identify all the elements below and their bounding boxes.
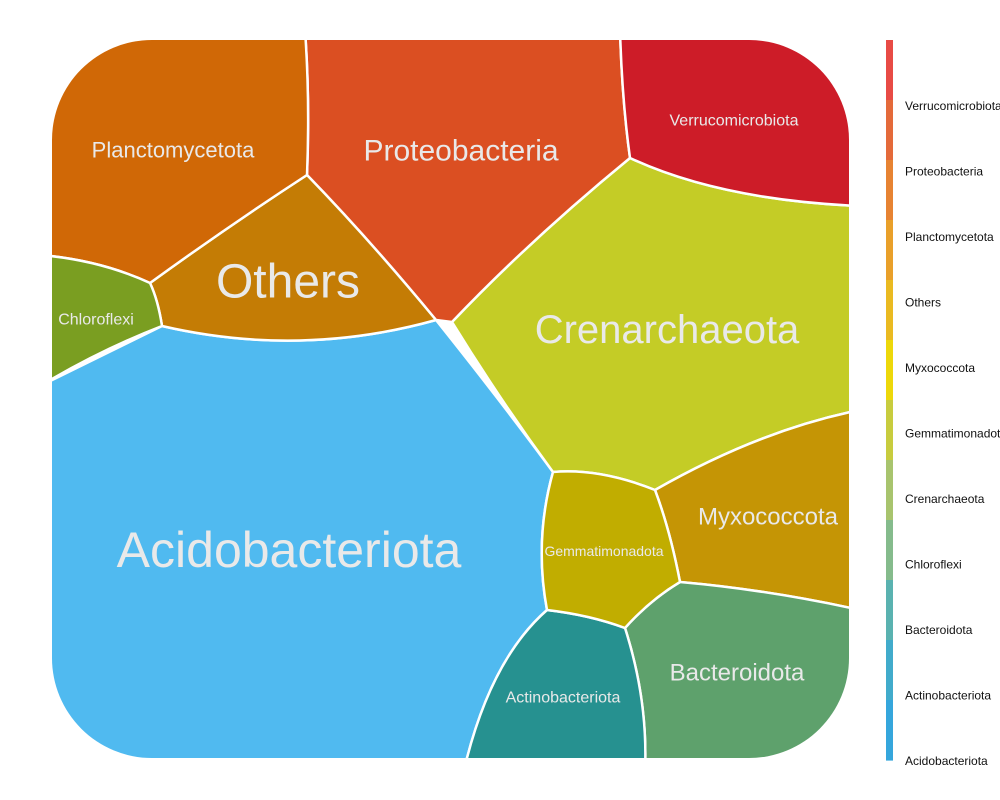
legend-color-segment [886, 520, 893, 581]
cell-label-others: Others [216, 256, 360, 309]
cell-label-verrucomicrobiota: Verrucomicrobiota [670, 113, 799, 130]
cell-label-actinobacteriota: Actinobacteriota [506, 690, 621, 707]
legend-label-verrucomicrobiota: Verrucomicrobiota [905, 99, 1000, 113]
legend-label-proteobacteria: Proteobacteria [905, 165, 983, 179]
legend-label-acidobacteriota: Acidobacteriota [905, 754, 988, 768]
cell-label-gemmatimonadota: Gemmatimonadota [544, 543, 663, 559]
cell-label-myxococcota: Myxococcota [698, 504, 839, 531]
treemap-cells [52, 40, 849, 758]
cell-gemmatimonadota [540, 470, 682, 630]
cell-label-acidobacteriota: Acidobacteriota [117, 522, 462, 578]
legend-color-segment [886, 340, 893, 401]
legend-label-others: Others [905, 296, 941, 310]
legend-label-crenarchaeota: Crenarchaeota [905, 492, 985, 506]
legend-color-segment [886, 280, 893, 341]
legend-label-myxococcota: Myxococcota [905, 361, 975, 375]
treemap-labels: Acidobacteriota Crenarchaeota Proteobacter… [58, 113, 838, 707]
cell-label-planctomycetota: Planctomycetota [92, 138, 255, 163]
legend-color-segment [886, 160, 893, 221]
cell-label-chloroflexi: Chloroflexi [58, 312, 134, 329]
cell-label-bacteroidota: Bacteroidota [670, 660, 805, 687]
legend-color-segment [886, 40, 893, 101]
cell-label-proteobacteria: Proteobacteria [363, 135, 558, 168]
legend-label-gemmatimonadota: Gemmatimonadota [905, 427, 1000, 441]
cell-verrucomicrobiota [618, 40, 849, 208]
legend-color-segment [886, 640, 893, 701]
legend-color-segment [886, 580, 893, 641]
legend-color-segment [886, 100, 893, 161]
legend-label-planctomycetota: Planctomycetota [905, 230, 994, 244]
legend-label-chloroflexi: Chloroflexi [905, 558, 962, 572]
legend-color-segment [886, 700, 893, 761]
legend-label-actinobacteriota: Actinobacteriota [905, 689, 991, 703]
legend-color-segment [886, 400, 893, 461]
cell-label-crenarchaeota: Crenarchaeota [535, 308, 800, 352]
legend-label-bacteroidota: Bacteroidota [905, 623, 973, 637]
cell-chloroflexi [52, 253, 164, 388]
legend-color-segment [886, 220, 893, 281]
legend-color-segment [886, 460, 893, 521]
legend: Verrucomicrobiota Proteobacteria Planctomy… [886, 40, 1000, 768]
